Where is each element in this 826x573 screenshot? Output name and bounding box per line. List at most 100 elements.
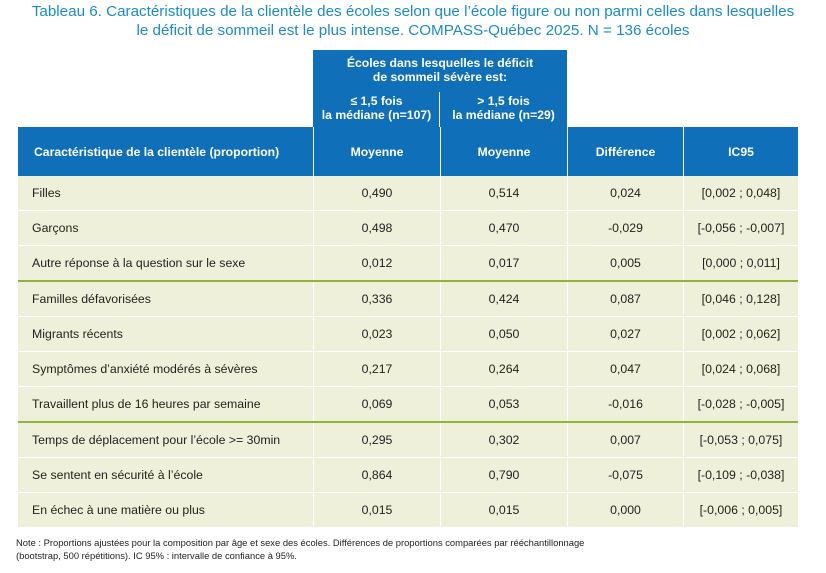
column-divider xyxy=(567,458,568,492)
column-divider xyxy=(567,423,568,457)
row-mean-high: 0,790 xyxy=(488,468,520,482)
row-label: Familles défavorisées xyxy=(32,292,151,306)
row-mean-low: 0,490 xyxy=(361,186,393,200)
group-subheader-low-line2: la médiane (n=107) xyxy=(321,108,432,122)
column-divider xyxy=(683,176,684,210)
column-divider xyxy=(683,317,684,351)
row-mean-high: 0,514 xyxy=(488,186,520,200)
column-divider xyxy=(313,176,314,210)
row-ci: [-0,028 ; -0,005] xyxy=(697,397,785,411)
table-title-line1: Tableau 6. Caractéristiques de la client… xyxy=(31,3,795,20)
column-divider xyxy=(313,211,314,245)
group-subheader-high-line1: > 1,5 fois xyxy=(477,94,530,108)
column-divider xyxy=(440,246,441,280)
table-title-line2: le déficit de sommeil est le plus intens… xyxy=(136,22,690,39)
row-difference: 0,047 xyxy=(610,362,641,376)
column-divider xyxy=(567,387,568,421)
column-divider xyxy=(683,246,684,280)
group-subheader-divider xyxy=(439,92,440,127)
column-divider xyxy=(440,176,441,210)
table-row: Garçons 0,498 0,470 -0,029 [-0,056 ; -0,007] xyxy=(18,210,798,245)
table-row: Autre réponse à la question sur le sexe 0… xyxy=(18,245,798,280)
row-ci: [0,046 ; 0,128] xyxy=(701,292,781,306)
table-body: Filles 0,490 0,514 0,024 [0,002 ; 0,048] Gar… xyxy=(18,176,798,527)
table-title: Tableau 6. Caractéristiques de la client… xyxy=(0,2,826,40)
column-header-ci: IC95 xyxy=(684,127,798,176)
column-divider xyxy=(683,458,684,492)
row-mean-low: 0,015 xyxy=(361,503,393,517)
column-divider xyxy=(567,317,568,351)
row-mean-high: 0,053 xyxy=(488,397,520,411)
row-ci: [0,002 ; 0,048] xyxy=(701,186,781,200)
group-subheader-high-line2: la médiane (n=29) xyxy=(452,108,555,122)
column-divider xyxy=(683,423,684,457)
column-divider xyxy=(683,352,684,386)
column-divider xyxy=(313,458,314,492)
row-mean-high: 0,470 xyxy=(488,221,520,235)
table-note-line2: (bootstrap, 500 répétitions). IC 95% : i… xyxy=(16,550,297,561)
column-divider xyxy=(567,352,568,386)
row-mean-low: 0,295 xyxy=(361,433,393,447)
row-ci: [0,024 ; 0,068] xyxy=(701,362,781,376)
row-mean-high: 0,050 xyxy=(488,327,520,341)
column-divider xyxy=(567,176,568,210)
row-ci: [-0,053 ; 0,075] xyxy=(699,433,783,447)
column-divider xyxy=(567,211,568,245)
table-row: Filles 0,490 0,514 0,024 [0,002 ; 0,048] xyxy=(18,176,798,210)
row-mean-high: 0,264 xyxy=(488,362,520,376)
table-row: Migrants récents 0,023 0,050 0,027 [0,002 ; … xyxy=(18,316,798,351)
row-mean-low: 0,217 xyxy=(361,362,393,376)
row-difference: 0,024 xyxy=(610,186,641,200)
column-divider xyxy=(313,423,314,457)
group-subheader-high: > 1,5 fois la médiane (n=29) xyxy=(440,94,567,122)
row-mean-low: 0,023 xyxy=(361,327,393,341)
table-row: Travaillent plus de 16 heures par semain… xyxy=(18,386,798,421)
table-row: Temps de déplacement pour l’école >= 30m… xyxy=(18,421,798,457)
column-divider xyxy=(567,493,568,527)
column-divider xyxy=(440,282,441,316)
row-mean-high: 0,424 xyxy=(488,292,520,306)
column-divider xyxy=(313,246,314,280)
row-mean-low: 0,069 xyxy=(361,397,393,411)
row-mean-low: 0,498 xyxy=(361,221,393,235)
group-header-line1: Écoles dans lesquelles le déficit xyxy=(346,56,534,70)
column-divider xyxy=(313,493,314,527)
table-row: Symptômes d’anxiété modérés à sévères 0,2… xyxy=(18,351,798,386)
column-divider xyxy=(440,352,441,386)
row-difference: 0,000 xyxy=(610,503,641,517)
row-label: Garçons xyxy=(32,221,79,235)
table-note-line1: Note : Proportions ajustées pour la comp… xyxy=(16,537,585,548)
row-label: Symptômes d’anxiété modérés à sévères xyxy=(32,362,258,376)
column-divider xyxy=(567,246,568,280)
column-divider xyxy=(683,387,684,421)
row-mean-high: 0,015 xyxy=(488,503,520,517)
group-header-line2: de sommeil sévère est: xyxy=(372,70,508,84)
row-mean-low: 0,012 xyxy=(361,256,393,270)
column-divider xyxy=(567,282,568,316)
column-divider xyxy=(313,387,314,421)
column-divider xyxy=(440,387,441,421)
table-note: Note : Proportions ajustées pour la comp… xyxy=(16,536,816,562)
row-mean-low: 0,336 xyxy=(361,292,393,306)
group-subheader-low: ≤ 1,5 fois la médiane (n=107) xyxy=(313,94,440,122)
row-difference: 0,087 xyxy=(610,292,641,306)
column-divider xyxy=(683,211,684,245)
table-row: Familles défavorisées 0,336 0,424 0,087 [0,0… xyxy=(18,280,798,316)
table-row: Se sentent en sécurité à l’école 0,864 0,7… xyxy=(18,457,798,492)
column-divider xyxy=(440,317,441,351)
row-ci: [0,002 ; 0,062] xyxy=(701,327,781,341)
row-ci: [-0,109 ; -0,038] xyxy=(697,468,785,482)
column-divider xyxy=(313,282,314,316)
group-header: Écoles dans lesquelles le déficit de som… xyxy=(313,50,567,127)
column-header-mean-low: Moyenne xyxy=(314,127,440,176)
row-difference: 0,027 xyxy=(610,327,641,341)
row-mean-high: 0,302 xyxy=(488,433,520,447)
row-ci: [-0,056 ; -0,007] xyxy=(697,221,785,235)
column-divider xyxy=(440,458,441,492)
column-divider xyxy=(440,211,441,245)
row-ci: [-0,006 ; 0,005] xyxy=(699,503,783,517)
row-label: Temps de déplacement pour l’école >= 30m… xyxy=(32,433,281,447)
column-header-mean-high: Moyenne xyxy=(441,127,567,176)
row-label: Travaillent plus de 16 heures par semain… xyxy=(32,397,261,411)
column-divider xyxy=(440,493,441,527)
